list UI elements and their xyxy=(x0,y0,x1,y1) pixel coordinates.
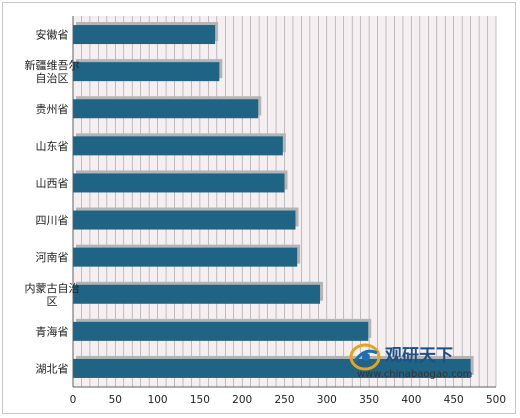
bar xyxy=(73,99,259,119)
bar xyxy=(73,136,283,156)
category-label: 新疆维吾尔 xyxy=(25,58,80,72)
bar xyxy=(73,321,369,341)
x-tick-label: 0 xyxy=(70,394,77,406)
watermark-logo-icon xyxy=(349,343,381,371)
category-label: 内蒙古自治 xyxy=(25,281,80,295)
x-tick-label: 400 xyxy=(401,394,421,406)
category-label: 湖北省 xyxy=(36,362,69,375)
category-label: 青海省 xyxy=(36,324,69,338)
category-label: 贵州省 xyxy=(36,103,69,116)
x-tick-label: 200 xyxy=(232,394,252,406)
watermark-url: www.chinabaogao.com xyxy=(357,369,472,380)
bar xyxy=(73,173,285,193)
category-label: 山东省 xyxy=(36,140,69,153)
category-label: 河南省 xyxy=(36,251,69,264)
chart-frame: 安徽省新疆维吾尔 自治区贵州省山东省山西省四川省河南省内蒙古自治区青海省湖北省 0… xyxy=(2,2,516,414)
watermark-name: 观研天下 xyxy=(384,346,453,366)
x-tick-labels: 0 50 100 150 200 250 300 350 400 450 500 xyxy=(70,394,506,406)
category-label: 安徽省 xyxy=(36,28,69,42)
x-tick-label: 150 xyxy=(190,394,210,406)
category-label: 山西省 xyxy=(36,177,69,190)
x-tick-label: 300 xyxy=(317,394,337,406)
bars xyxy=(73,25,471,378)
x-tick-label: 500 xyxy=(486,394,506,406)
category-label: 自治区 xyxy=(36,71,69,85)
watermark: 观研天下 www.chinabaogao.com xyxy=(349,343,472,380)
x-tick-label: 450 xyxy=(444,394,464,406)
x-tick-label: 50 xyxy=(109,394,122,406)
bar xyxy=(73,210,296,230)
bar xyxy=(73,62,220,82)
bar xyxy=(73,25,216,45)
bar xyxy=(73,358,471,378)
x-tick-label: 250 xyxy=(274,394,294,406)
bar xyxy=(73,247,298,267)
category-label: 区 xyxy=(47,295,58,308)
x-tick-label: 350 xyxy=(359,394,379,406)
bar xyxy=(73,284,321,304)
axes xyxy=(72,16,496,388)
category-label: 四川省 xyxy=(36,214,69,227)
x-tick-label: 100 xyxy=(148,394,168,406)
